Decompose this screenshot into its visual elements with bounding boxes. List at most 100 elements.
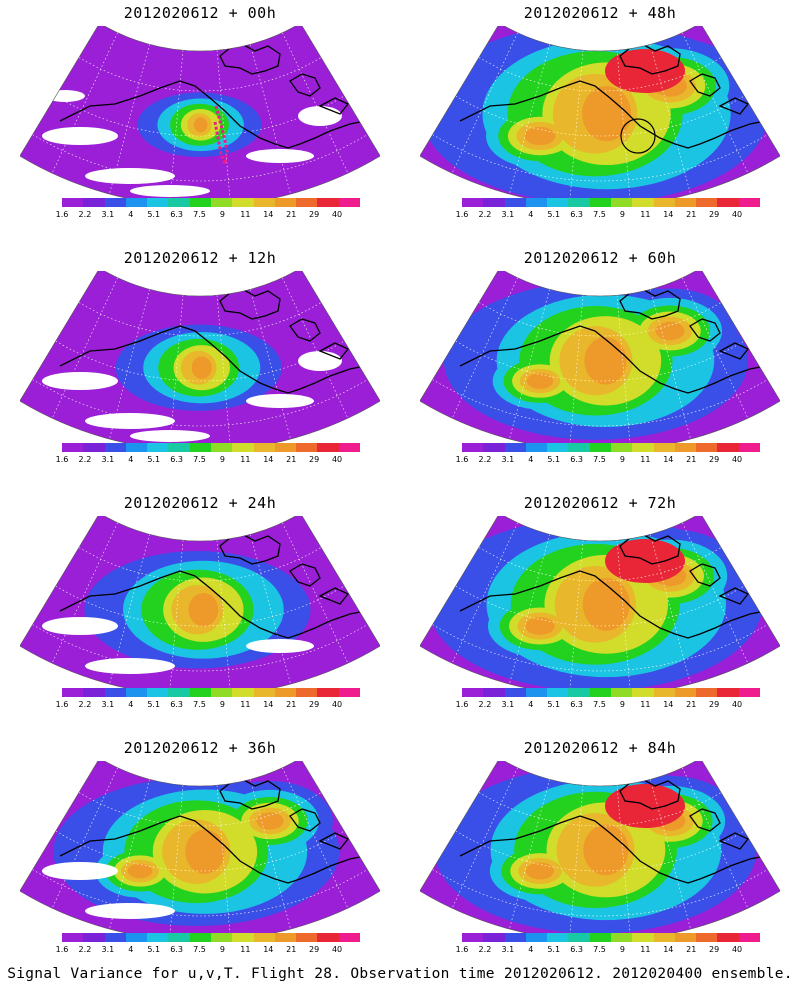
colorbar-tick-label: 4 bbox=[528, 455, 534, 464]
colorbar-swatch bbox=[232, 443, 254, 452]
colorbar-tick-label: 29 bbox=[709, 700, 720, 709]
colorbar-tick-label: 9 bbox=[619, 945, 625, 954]
colorbar-swatch bbox=[674, 198, 697, 207]
missing-data-area bbox=[246, 639, 314, 653]
colorbar-swatch bbox=[189, 933, 211, 942]
colorbar-tick-label: 1.6 bbox=[55, 700, 69, 709]
colorbar-tick-label: 5.1 bbox=[547, 945, 561, 954]
colorbar-tick-label: 40 bbox=[731, 210, 743, 219]
graticule-meridian bbox=[109, 44, 150, 195]
map-panel-24h: 2012020612 + 24h 1.6 2.2 3.1 4 5.1 6.3 7.5 9 11 1… bbox=[0, 490, 400, 735]
colorbar-tick-label: 29 bbox=[309, 700, 320, 709]
colorbar-tick-label: 21 bbox=[286, 210, 297, 219]
graticule-meridian bbox=[682, 277, 749, 419]
colorbar-tick-label: 14 bbox=[663, 945, 674, 954]
colorbar-tick-label: 1.6 bbox=[455, 455, 469, 464]
colorbar-tick-label: 11 bbox=[640, 700, 651, 709]
variance-map bbox=[20, 761, 380, 941]
colorbar-tick-label: 14 bbox=[263, 945, 274, 954]
colorbar bbox=[462, 688, 760, 697]
colorbar-tick-label: 7.5 bbox=[593, 455, 606, 464]
colorbar-swatch bbox=[632, 198, 654, 207]
panel-title: 2012020612 + 60h bbox=[523, 249, 677, 267]
colorbar-swatch bbox=[483, 198, 505, 207]
variance-contour bbox=[584, 337, 627, 385]
colorbar-tick-label: 6.3 bbox=[170, 945, 183, 954]
graticule-parallel bbox=[432, 624, 768, 672]
colorbar-tick-label: 21 bbox=[286, 700, 297, 709]
colorbar-tick-label: 7.5 bbox=[193, 210, 206, 219]
colorbar-swatch bbox=[317, 198, 339, 207]
colorbar-swatch bbox=[589, 933, 611, 942]
graticule-parallel bbox=[32, 624, 368, 672]
variance-contour bbox=[256, 812, 284, 830]
colorbar-tick-label: 6.3 bbox=[170, 210, 183, 219]
colorbar-tick-label: 5.1 bbox=[147, 700, 161, 709]
colorbar-swatch bbox=[232, 198, 254, 207]
missing-data-area bbox=[130, 185, 210, 197]
colorbar-swatch bbox=[168, 443, 190, 452]
colorbar-swatch bbox=[653, 198, 675, 207]
colorbar-swatch bbox=[504, 933, 526, 942]
colorbar-swatch bbox=[738, 443, 760, 452]
graticule-meridian bbox=[282, 32, 349, 174]
graticule-parallel bbox=[478, 792, 722, 827]
colorbar-swatch bbox=[717, 933, 739, 942]
colorbar-swatch bbox=[462, 198, 484, 207]
flight-track bbox=[213, 105, 229, 170]
colorbar-tick-label: 9 bbox=[219, 945, 225, 954]
graticule-meridian bbox=[650, 44, 691, 195]
missing-data-area bbox=[246, 149, 314, 163]
panel-title: 2012020612 + 24h bbox=[123, 494, 277, 512]
colorbar-swatch bbox=[168, 198, 190, 207]
colorbar-tick-label: 3.1 bbox=[501, 700, 515, 709]
colorbar-swatch bbox=[462, 933, 484, 942]
colorbar-swatch bbox=[338, 443, 360, 452]
map-border bbox=[420, 516, 780, 696]
colorbar-tick-label: 7.5 bbox=[593, 945, 606, 954]
map-field bbox=[420, 271, 780, 451]
colorbar-swatch bbox=[717, 198, 739, 207]
colorbar-swatch bbox=[62, 688, 84, 697]
colorbar-swatch bbox=[296, 198, 318, 207]
colorbar-tick-label: 29 bbox=[309, 210, 320, 219]
colorbar-tick-label: 21 bbox=[286, 455, 297, 464]
colorbar-swatch bbox=[568, 443, 590, 452]
colorbar-tick-label: 2.2 bbox=[78, 700, 92, 709]
colorbar-tick-label: 29 bbox=[309, 945, 320, 954]
graticule-meridian bbox=[650, 779, 691, 930]
missing-data-area bbox=[45, 90, 85, 102]
colorbar-swatch bbox=[147, 198, 169, 207]
colorbar-tick-label: 7.5 bbox=[593, 210, 606, 219]
coastline bbox=[459, 43, 766, 149]
graticule-parallel bbox=[478, 302, 722, 337]
colorbar-swatch bbox=[274, 933, 297, 942]
graticule-meridian bbox=[682, 32, 749, 174]
colorbar-swatch bbox=[717, 443, 739, 452]
graticule-meridian bbox=[509, 534, 550, 685]
colorbar-tick-label: 4 bbox=[528, 945, 534, 954]
map-panel-72h: 2012020612 + 72h 1.6 2.2 3.1 4 5.1 6.3 7.5 9 11 1… bbox=[400, 490, 800, 735]
map-border bbox=[20, 26, 380, 206]
colorbar-tick-label: 29 bbox=[709, 210, 720, 219]
colorbar-tick-label: 9 bbox=[619, 700, 625, 709]
panel-title: 2012020612 + 36h bbox=[123, 739, 277, 757]
graticule-meridian bbox=[509, 289, 550, 440]
colorbar-tick-label: 2.2 bbox=[478, 455, 492, 464]
graticule-meridian bbox=[109, 289, 150, 440]
colorbar-swatch bbox=[62, 933, 84, 942]
colorbar-swatch bbox=[632, 933, 654, 942]
colorbar-swatch bbox=[483, 443, 505, 452]
missing-data-area bbox=[130, 430, 210, 442]
coastline bbox=[59, 43, 366, 149]
graticule-meridian bbox=[451, 522, 518, 664]
colorbar-tick-label: 11 bbox=[240, 210, 251, 219]
graticule-meridian bbox=[282, 767, 349, 909]
colorbar-swatch bbox=[125, 933, 148, 942]
colorbar-tick-label: 1.6 bbox=[455, 210, 469, 219]
colorbar-swatch bbox=[104, 443, 126, 452]
colorbar-swatch bbox=[653, 688, 675, 697]
colorbar-tick-label: 3.1 bbox=[101, 210, 115, 219]
panel-title: 2012020612 + 72h bbox=[523, 494, 677, 512]
colorbar-swatch bbox=[738, 198, 760, 207]
